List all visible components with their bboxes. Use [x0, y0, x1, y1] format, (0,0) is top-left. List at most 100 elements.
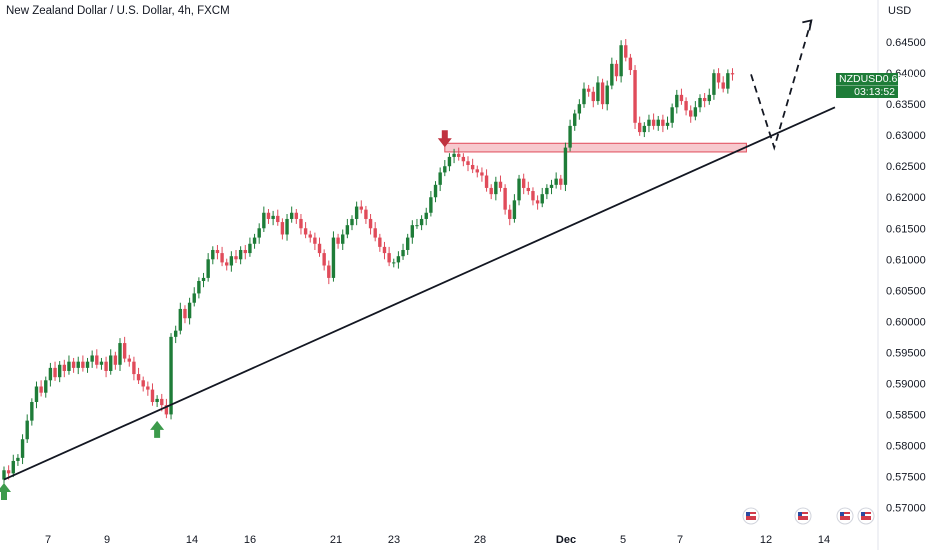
y-tick-label: 0.62500: [886, 161, 926, 173]
candle-body: [280, 222, 285, 235]
candle-body: [62, 364, 67, 371]
candle-body: [303, 228, 308, 235]
candle-body: [470, 164, 475, 170]
candle-body: [647, 119, 651, 126]
candle-body: [721, 82, 725, 89]
candle-body: [466, 161, 470, 165]
projection-arrowhead: [802, 19, 813, 31]
candle-body: [178, 308, 183, 331]
candle-body: [461, 156, 466, 162]
candle-body: [341, 234, 345, 244]
last-price-tag: NZDUSD 0.63984 03:13:52: [836, 73, 921, 98]
candle-body: [433, 184, 438, 198]
candle-body: [113, 355, 118, 365]
candle-body: [331, 237, 336, 278]
candle-body: [651, 119, 656, 126]
candle-body: [438, 172, 442, 185]
candle-body: [257, 228, 261, 238]
candle-body: [605, 85, 609, 105]
candle-body: [712, 73, 716, 95]
candle-body: [508, 209, 512, 219]
candle-body: [554, 178, 558, 185]
candle-body: [443, 166, 447, 173]
candle-body: [6, 470, 11, 474]
candle-body: [415, 225, 419, 227]
candle-body: [201, 277, 206, 282]
us-flag-stripe-white: [840, 514, 850, 516]
candle-body: [679, 94, 684, 102]
symbol-label: NZDUSD: [839, 73, 883, 85]
candle-body: [248, 243, 252, 254]
candle-body: [229, 256, 234, 266]
us-flag-stripe-white: [861, 514, 871, 516]
candle-body: [424, 212, 428, 219]
candle-body: [192, 293, 196, 303]
candle-body: [220, 253, 224, 263]
x-tick-label: 14: [818, 534, 830, 546]
candle-body: [494, 181, 498, 195]
y-tick-label: 0.63000: [886, 130, 926, 142]
candle-body: [308, 234, 312, 238]
candle-body: [559, 178, 563, 185]
candle-body: [702, 97, 707, 102]
candle-body: [689, 110, 693, 117]
us-flag-stripe-white: [746, 514, 756, 516]
candle-body: [225, 262, 229, 266]
candle-body: [545, 187, 549, 195]
y-tick-label: 0.61000: [886, 254, 926, 266]
candle-body: [71, 361, 76, 368]
candle-body: [234, 256, 238, 260]
candle-body: [30, 402, 34, 421]
candle-body: [596, 82, 600, 102]
candle-body: [197, 281, 201, 294]
candle-body: [299, 218, 303, 229]
candle-body: [322, 253, 326, 266]
x-tick-label: 7: [45, 534, 51, 546]
candle-body: [16, 457, 20, 461]
y-tick-label: 0.59000: [886, 378, 926, 390]
candle-body: [665, 122, 670, 126]
last-price-value: 0.63984: [882, 73, 921, 85]
candle-body: [187, 302, 192, 319]
us-flag-canton: [798, 512, 802, 516]
candle-body: [698, 97, 702, 108]
y-tick-label: 0.58500: [886, 409, 926, 421]
candle-body: [693, 107, 698, 117]
candle-body: [624, 45, 628, 58]
candle-body: [122, 343, 127, 359]
candle-body: [173, 330, 178, 337]
candle-body: [25, 420, 29, 440]
candle-body: [44, 380, 48, 393]
candle-body: [480, 172, 484, 176]
candle-body: [141, 380, 145, 387]
up-arrow-marker: [0, 482, 11, 500]
x-tick-label: 28: [474, 534, 486, 546]
candle-body: [730, 73, 735, 75]
candle-body: [656, 119, 660, 126]
candle-body: [354, 206, 359, 219]
candle-body: [345, 225, 350, 235]
candle-body: [2, 470, 6, 480]
x-tick-label: 16: [244, 534, 256, 546]
candle-body: [150, 389, 155, 403]
candle-body: [670, 107, 674, 123]
projection-path: [750, 20, 813, 151]
candle-body: [127, 358, 131, 362]
y-tick-label: 0.57000: [886, 502, 926, 514]
candle-body: [526, 187, 531, 192]
candle-body: [382, 246, 387, 254]
candle-body: [563, 147, 568, 185]
candle-body: [410, 225, 415, 238]
down-arrow-marker: [437, 130, 452, 148]
y-tick-label: 0.63500: [886, 99, 926, 111]
chart-title: New Zealand Dollar / U.S. Dollar, 4h, FX…: [6, 5, 230, 17]
candle-body: [503, 187, 507, 210]
us-flag-canton: [861, 512, 865, 516]
candle-body: [359, 206, 363, 210]
x-tick-label: 7: [677, 534, 683, 546]
candle-body: [387, 253, 391, 263]
candle-body: [707, 94, 711, 102]
y-tick-label: 0.64500: [886, 37, 926, 49]
candle-body: [628, 57, 633, 71]
